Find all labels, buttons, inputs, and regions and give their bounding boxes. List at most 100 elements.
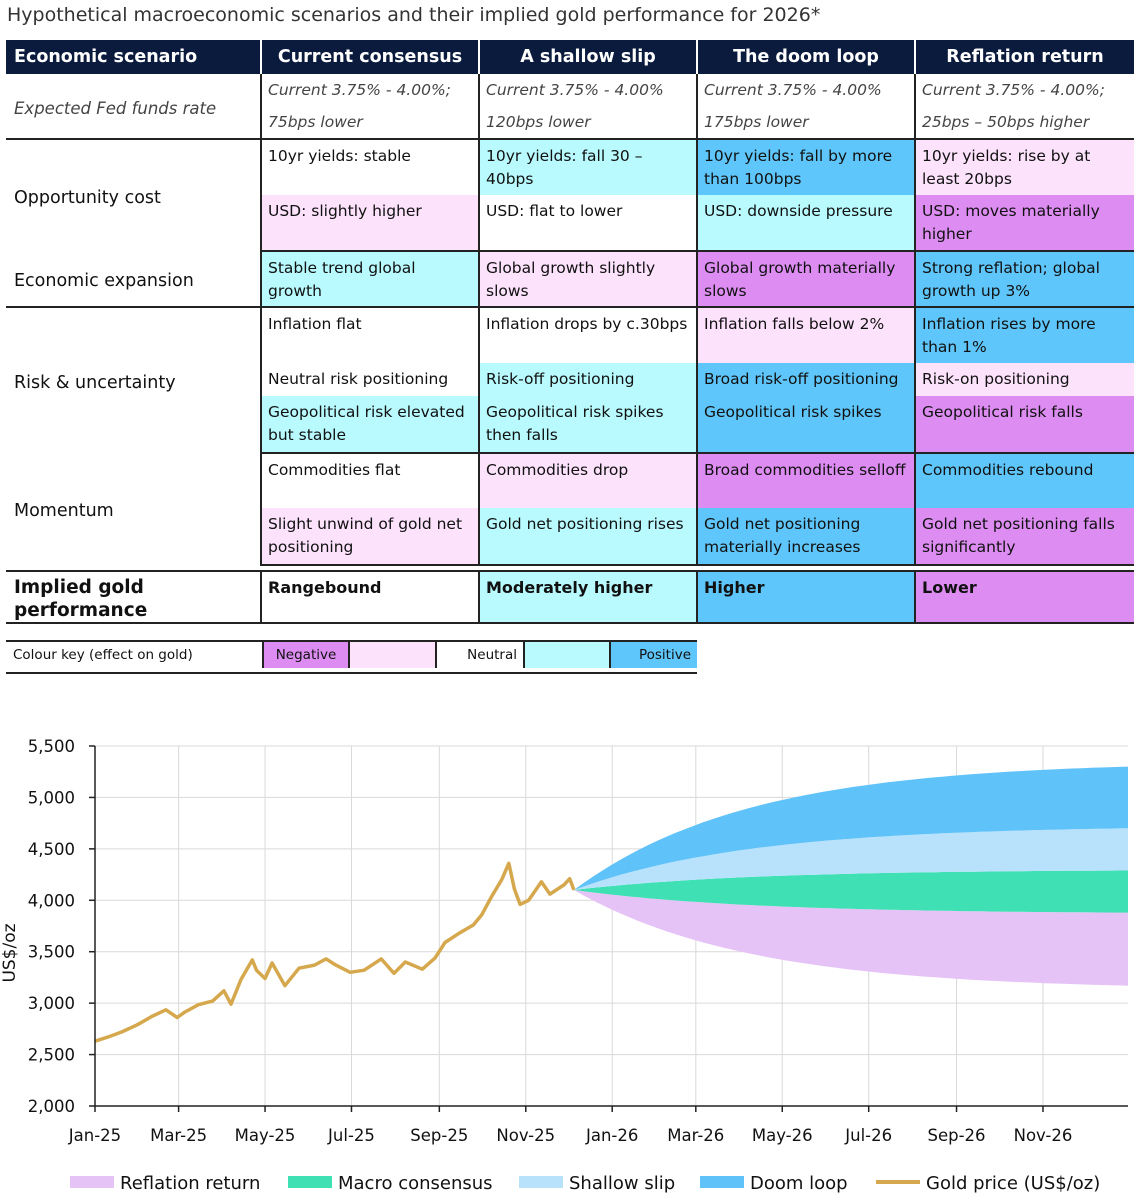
colour-key: Colour key (effect on gold) Negative Neu… <box>6 640 697 674</box>
row-label: Economic expansion <box>6 251 261 308</box>
x-axis-ticks: Jan-25 Mar-25 May-25 Jul-25 Sep-25 Nov-25 Jan-… <box>68 1106 1073 1145</box>
header-shallow-slip: A shallow slip <box>478 40 697 74</box>
implied-cell-doom-loop: Higher <box>696 570 915 624</box>
x-tick-label: Jan-26 <box>585 1126 638 1145</box>
scenario-cell-reflation-return: Inflation rises by more than 1% <box>914 307 1134 363</box>
legend-label: Gold price (US$/oz) <box>926 1173 1100 1194</box>
y-tick-label: 3,000 <box>28 994 75 1013</box>
table-row: USD: slightly higher USD: flat to lower US… <box>6 195 1134 252</box>
table-row: Risk & uncertainty Inflation flat Inflatio… <box>6 307 1134 393</box>
scenario-cell-reflation-return: Strong reflation; global growth up 3% <box>914 251 1134 308</box>
scenario-cell-doom-loop: Inflation falls below 2% <box>696 307 915 363</box>
table-row: Neutral risk positioning Risk-off positio… <box>6 363 1134 396</box>
scenario-cell-doom-loop: Broad commodities selloff <box>696 453 915 508</box>
header-economic-scenario: Economic scenario <box>6 40 261 74</box>
fed-cell-current-consensus: Current 3.75% - 4.00%; 75bps lower <box>260 74 479 140</box>
legend-swatch <box>288 1176 332 1188</box>
scenario-cell-reflation-return: USD: moves materially higher <box>914 195 1134 252</box>
row-label: Momentum <box>14 501 114 521</box>
scenario-cell-reflation-return: Commodities rebound <box>914 453 1134 508</box>
scenario-cell-shallow-slip: Risk-off positioning <box>478 363 697 396</box>
table-body: Expected Fed funds rate Current 3.75% - … <box>6 74 1134 624</box>
y-tick-label: 4,000 <box>28 891 75 910</box>
y-tick-label: 3,500 <box>28 943 75 962</box>
scenario-cell-shallow-slip: Inflation drops by c.30bps <box>478 307 697 363</box>
band-reflation-return <box>573 890 1128 986</box>
scenario-cell-reflation-return: 10yr yields: rise by at least 20bps <box>914 139 1134 195</box>
scenario-cell-shallow-slip: USD: flat to lower <box>478 195 697 252</box>
colour-key-positive: Positive <box>609 642 697 668</box>
gold-price-line <box>94 861 576 1043</box>
x-tick-label: Nov-25 <box>496 1126 555 1145</box>
x-tick-label: Mar-25 <box>150 1126 207 1145</box>
scenario-cell-doom-loop: USD: downside pressure <box>696 195 915 252</box>
fed-rate-line: Current 3.75% - 4.00% <box>486 81 664 99</box>
scenario-cell-current-consensus: Stable trend global growth <box>260 251 479 308</box>
fed-change-line: 175bps lower <box>704 113 809 131</box>
x-tick-label: Nov-26 <box>1014 1126 1073 1145</box>
fed-change-line: 75bps lower <box>268 113 363 131</box>
colour-key-slightly-positive-swatch <box>523 642 609 668</box>
fed-cell-reflation-return: Current 3.75% - 4.00%; 25bps – 50bps high… <box>914 74 1134 140</box>
scenario-table: Economic scenario Current consensus A sh… <box>6 40 1134 624</box>
row-label: Opportunity cost <box>14 187 161 208</box>
fed-cell-doom-loop: Current 3.75% - 4.00% 175bps lower <box>696 74 915 140</box>
scenario-cell-shallow-slip: Global growth slightly slows <box>478 251 697 308</box>
table-row: Economic expansion Stable trend global gr… <box>6 251 1134 308</box>
scenario-cell-current-consensus: Neutral risk positioning <box>260 363 479 396</box>
y-tick-label: 5,500 <box>28 737 75 756</box>
x-tick-label: Jul-25 <box>327 1126 375 1145</box>
y-tick-label: 5,000 <box>28 788 75 807</box>
band-doom-loop <box>573 766 1128 890</box>
scenario-cell-shallow-slip: Commodities drop <box>478 453 697 508</box>
scenario-cell-doom-loop: Geopolitical risk spikes <box>696 396 915 454</box>
fed-change-line: 25bps – 50bps higher <box>922 113 1090 131</box>
legend-swatch <box>700 1176 744 1188</box>
table-row-fed-funds: Expected Fed funds rate Current 3.75% - … <box>6 74 1134 140</box>
scenario-cell-current-consensus: Slight unwind of gold net positioning <box>260 508 479 566</box>
y-tick-label: 2,000 <box>28 1097 75 1116</box>
table-row: Slight unwind of gold net positioning Gol… <box>6 508 1134 566</box>
fed-cell-shallow-slip: Current 3.75% - 4.00% 120bps lower <box>478 74 697 140</box>
scenario-cell-current-consensus: Geopolitical risk elevated but stable <box>260 396 479 454</box>
legend-swatch <box>519 1176 563 1188</box>
page-title: Hypothetical macroeconomic scenarios and… <box>7 4 821 26</box>
colour-key-slightly-negative-swatch <box>348 642 435 668</box>
scenario-cell-current-consensus: 10yr yields: stable <box>260 139 479 195</box>
scenario-cell-doom-loop: Global growth materially slows <box>696 251 915 308</box>
implied-cell-reflation-return: Lower <box>914 570 1134 624</box>
x-tick-label: May-26 <box>752 1126 813 1145</box>
row-label: Risk & uncertainty <box>14 372 176 393</box>
header-current-consensus: Current consensus <box>260 40 479 74</box>
x-tick-label: Jan-25 <box>68 1126 121 1145</box>
scenario-cell-reflation-return: Risk-on positioning <box>914 363 1134 396</box>
scenario-cell-doom-loop: Broad risk-off positioning <box>696 363 915 396</box>
scenario-cell-shallow-slip: Geopolitical risk spikes then falls <box>478 396 697 454</box>
scenario-cell-reflation-return: Geopolitical risk falls <box>914 396 1134 454</box>
fed-change-line: 120bps lower <box>486 113 591 131</box>
y-axis-label: US$/oz <box>0 923 20 982</box>
header-reflation-return: Reflation return <box>914 40 1134 74</box>
y-axis-ticks: 2,000 2,500 3,000 3,500 4,000 4,500 5,000 5,500 <box>28 737 95 1116</box>
band-macro-consensus <box>573 870 1128 913</box>
implied-cell-current-consensus: Rangebound <box>260 570 479 624</box>
legend-label: Shallow slip <box>569 1173 675 1194</box>
x-tick-label: Jul-26 <box>844 1126 892 1145</box>
x-tick-label: Mar-26 <box>667 1126 724 1145</box>
legend-label: Reflation return <box>120 1173 260 1194</box>
fed-rate-line: Current 3.75% - 4.00%; <box>922 81 1105 99</box>
fed-rate-line: Current 3.75% - 4.00%; <box>268 81 451 99</box>
gold-price-chart: 2,000 2,500 3,000 3,500 4,000 4,500 5,000 5,500… <box>0 737 1128 1194</box>
x-tick-label: May-25 <box>235 1126 296 1145</box>
table-header-row: Economic scenario Current consensus A sh… <box>6 40 1134 74</box>
table-row: Opportunity cost 10yr yields: stable 10yr … <box>6 139 1134 208</box>
colour-key-negative: Negative <box>262 642 348 668</box>
table-row: Geopolitical risk elevated but stable Geo… <box>6 396 1134 454</box>
legend-label: Doom loop <box>750 1173 848 1194</box>
scenario-cell-current-consensus: Inflation flat <box>260 307 479 363</box>
scenario-cell-shallow-slip: 10yr yields: fall 30 – 40bps <box>478 139 697 195</box>
scenario-cell-shallow-slip: Gold net positioning rises <box>478 508 697 566</box>
header-doom-loop: The doom loop <box>696 40 915 74</box>
scenario-cell-doom-loop: 10yr yields: fall by more than 100bps <box>696 139 915 195</box>
x-tick-label: Sep-25 <box>410 1126 468 1145</box>
